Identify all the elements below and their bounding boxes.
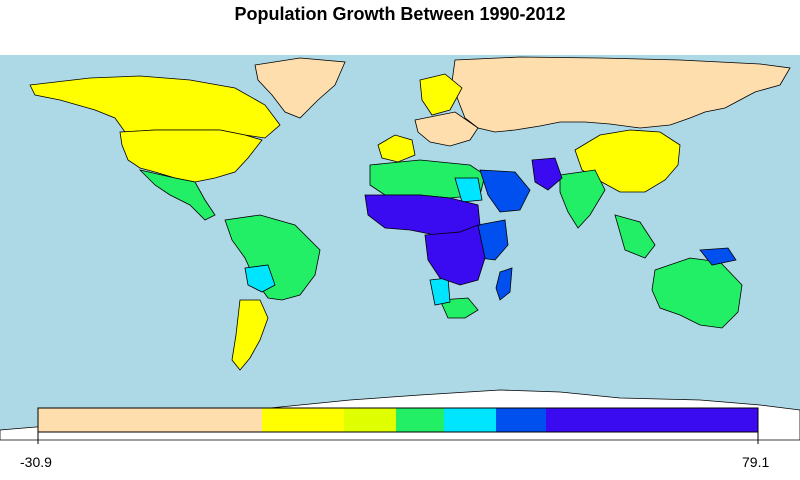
madagascar <box>495 267 513 301</box>
western-europe <box>377 134 416 163</box>
india <box>559 169 606 229</box>
legend-min-label: -30.9 <box>20 454 52 470</box>
map-title: Population Growth Between 1990-2012 <box>234 4 566 24</box>
land-low-growth <box>29 73 681 371</box>
land-medium-growth <box>138 159 743 329</box>
legend-bin-5 <box>444 408 496 432</box>
legend-bin-7 <box>546 408 758 432</box>
central-africa <box>424 224 486 286</box>
eastern-europe <box>414 111 479 147</box>
usa <box>119 129 263 183</box>
southeast-asia <box>614 214 656 259</box>
legend-bin-2 <box>262 408 344 432</box>
arabian-peninsula <box>479 169 531 213</box>
legend-frame <box>37 407 759 433</box>
afghanistan-pakistan <box>531 157 563 191</box>
legend-max-label: 79.1 <box>742 454 770 470</box>
greenland <box>254 57 346 119</box>
land-highest-growth <box>364 157 563 286</box>
south-america-north <box>224 214 321 301</box>
legend-bin-3 <box>344 408 396 432</box>
land-high-growth <box>477 169 737 301</box>
papua <box>699 247 737 266</box>
libya <box>454 177 483 203</box>
scandinavia <box>419 73 463 116</box>
mexico-central-america <box>138 169 216 221</box>
argentina <box>231 299 269 371</box>
legend-bin-6 <box>496 408 546 432</box>
bolivia <box>244 264 276 293</box>
southern-africa <box>439 297 479 319</box>
legend-bin-4 <box>396 408 444 432</box>
legend-colorbar <box>37 407 759 444</box>
legend-bin-1 <box>38 408 262 432</box>
land-declining <box>254 56 791 147</box>
